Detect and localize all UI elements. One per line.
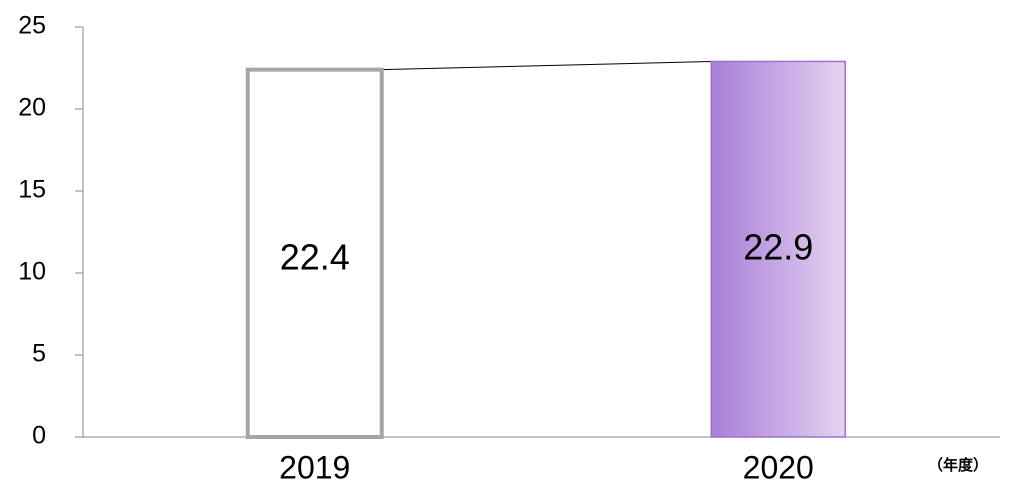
data-label: 22.9	[743, 227, 813, 268]
x-axis-label: （年度）	[928, 456, 988, 474]
bar	[710, 60, 846, 438]
y-tick-label: 15	[18, 176, 46, 204]
y-tick-label: 25	[18, 12, 46, 40]
bar	[245, 67, 384, 439]
y-tick-label: 10	[18, 258, 46, 286]
x-tick-label: 2020	[743, 449, 814, 485]
x-tick-label: 2019	[279, 449, 350, 485]
connector	[381, 60, 712, 71]
y-tick-label: 20	[18, 94, 46, 122]
y-tick-label: 0	[32, 422, 46, 450]
y-tick-label: 5	[32, 340, 46, 368]
data-label: 22.4	[280, 237, 350, 278]
